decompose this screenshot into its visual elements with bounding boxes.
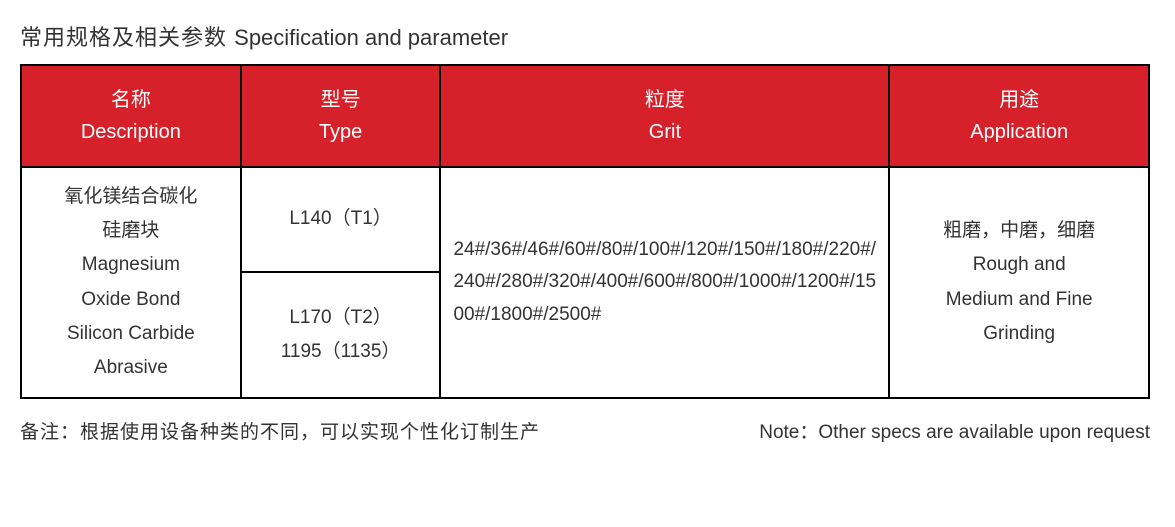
note-zh: 备注：根据使用设备种类的不同，可以实现个性化订制生产 <box>20 417 540 444</box>
note-en: Note：Other specs are available upon requ… <box>759 417 1150 444</box>
col-header-type: 型号 Type <box>241 65 441 167</box>
spec-table: 名称 Description 型号 Type 粒度 Grit 用途 Applic… <box>20 64 1150 399</box>
table-header-row: 名称 Description 型号 Type 粒度 Grit 用途 Applic… <box>21 65 1149 167</box>
cell-description: 氧化镁结合碳化 硅磨块 Magnesium Oxide Bond Silicon… <box>21 167 241 398</box>
table-row: 氧化镁结合碳化 硅磨块 Magnesium Oxide Bond Silicon… <box>21 167 1149 272</box>
col-header-description: 名称 Description <box>21 65 241 167</box>
title-en: Specification and parameter <box>234 25 508 50</box>
cell-type-1: L140（T1） <box>241 167 441 272</box>
col-header-application: 用途 Application <box>889 65 1149 167</box>
col-header-grit: 粒度 Grit <box>440 65 889 167</box>
title-zh: 常用规格及相关参数 <box>20 25 227 50</box>
note-row: 备注：根据使用设备种类的不同，可以实现个性化订制生产 Note：Other sp… <box>20 417 1150 444</box>
cell-type-2: L170（T2） 1195（1135） <box>241 272 441 398</box>
cell-grit: 24#/36#/46#/60#/80#/100#/120#/150#/180#/… <box>440 167 889 398</box>
cell-application: 粗磨，中磨，细磨 Rough and Medium and Fine Grind… <box>889 167 1149 398</box>
page-title: 常用规格及相关参数 Specification and parameter <box>20 20 1155 52</box>
